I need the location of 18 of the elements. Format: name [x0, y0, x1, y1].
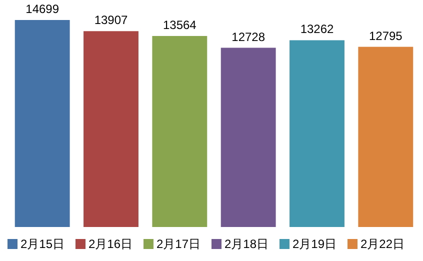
- data-label: 12795: [368, 28, 403, 43]
- bar: [14, 20, 70, 227]
- legend-label: 2月19日: [292, 237, 337, 251]
- legend-label: 2月17日: [156, 237, 201, 251]
- data-label: 14699: [26, 2, 60, 16]
- data-label: 13564: [162, 18, 197, 32]
- legend-label: 2月18日: [224, 237, 269, 251]
- data-label: 12728: [232, 30, 266, 44]
- legend-label: 2月16日: [88, 237, 133, 251]
- data-label: 13907: [94, 13, 128, 28]
- legend-label: 2月15日: [20, 237, 65, 251]
- bar: [290, 40, 344, 227]
- legend-label: 2月22日: [360, 237, 405, 251]
- bar: [84, 31, 138, 227]
- bar: [220, 48, 276, 227]
- bar: [152, 36, 208, 227]
- bar: [358, 46, 414, 227]
- data-label: 13262: [300, 22, 334, 36]
